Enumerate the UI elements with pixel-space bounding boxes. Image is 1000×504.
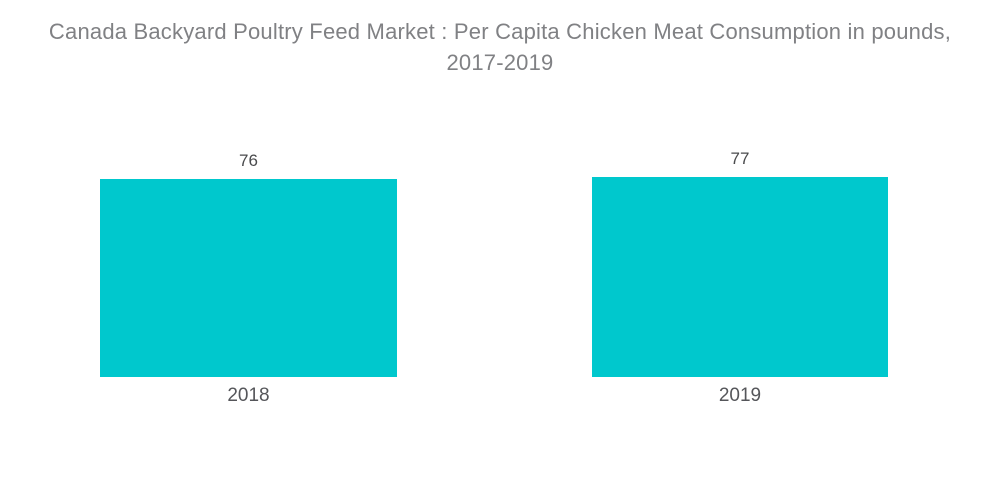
- bar-group-2018: 76 2018: [100, 151, 397, 405]
- bar-2018: [100, 179, 397, 377]
- chart-title-line-1: Canada Backyard Poultry Feed Market : Pe…: [48, 19, 952, 44]
- bar-2019: [592, 176, 888, 377]
- bar-group-2019: 77 2019: [592, 148, 888, 405]
- x-axis-label-2018: 2018: [227, 385, 270, 406]
- bar-value-label-2018: 76: [239, 151, 258, 171]
- x-axis-label-2019: 2019: [718, 385, 762, 406]
- chart-title-line-2: 2017-2019: [446, 50, 554, 75]
- chart-title: Canada Backyard Poultry Feed Market : Pe…: [0, 16, 1000, 78]
- bar-value-label-2019: 77: [730, 148, 750, 168]
